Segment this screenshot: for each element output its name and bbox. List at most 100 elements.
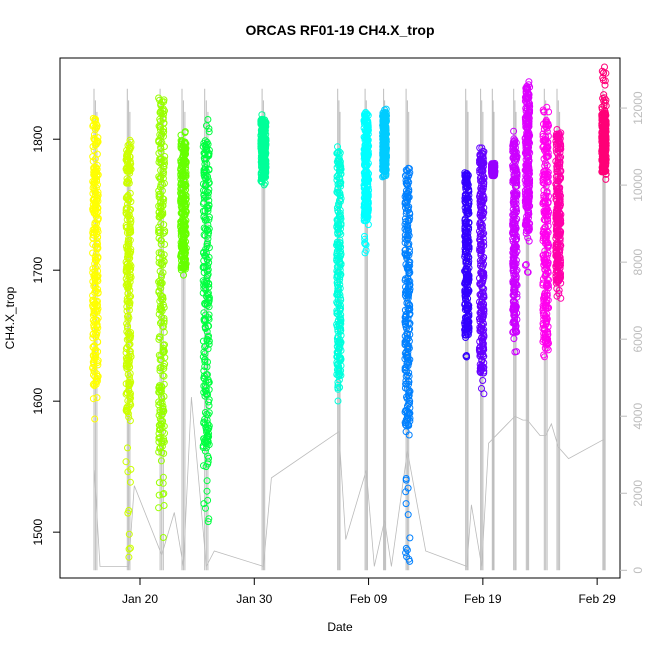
flight-5-point <box>204 116 212 123</box>
flight-1-point <box>94 215 102 223</box>
flight-5-point <box>201 216 209 224</box>
flight-3-point <box>156 444 164 452</box>
flight-8-point <box>363 208 370 216</box>
flight-3-point <box>155 479 163 487</box>
flight-3-point <box>156 434 164 441</box>
flight-1-point <box>93 321 101 328</box>
flight-11-point <box>463 169 471 177</box>
flight-2-point <box>125 314 133 322</box>
flight-7-point <box>333 176 341 184</box>
flight-6-series <box>257 111 270 189</box>
flight-2-point <box>127 465 135 473</box>
flight-11-point <box>465 188 473 195</box>
flight-10-point <box>406 281 414 289</box>
flight-2-point <box>125 413 133 421</box>
flight-8-point <box>361 169 369 177</box>
flight-10-point <box>405 268 413 276</box>
flight-4-point <box>180 146 188 154</box>
flight-7-point <box>335 244 342 252</box>
flight-1-point <box>89 229 97 237</box>
flight-3-point <box>156 334 164 342</box>
flight-5-point <box>205 152 213 160</box>
flight-12-point <box>478 144 486 152</box>
flight-5-point <box>202 175 210 183</box>
flight-10-point <box>402 500 410 508</box>
flight-11-point <box>463 183 471 191</box>
flight-8-series <box>360 108 373 257</box>
flight-5-point <box>201 387 209 395</box>
flight-3-point <box>155 401 163 409</box>
flight-3-point <box>159 534 167 541</box>
flight-10-point <box>401 366 409 374</box>
flight-2-point <box>125 507 133 514</box>
flight-1-point <box>93 394 101 402</box>
flight-7-point <box>333 188 341 196</box>
flight-5-point <box>204 333 212 341</box>
flight-4-point <box>182 195 190 203</box>
flight-1-point <box>91 276 99 284</box>
flight-10-point <box>403 385 411 393</box>
flight-8-point <box>362 150 370 158</box>
flight-10-point <box>406 285 414 293</box>
flight-3-point <box>156 387 164 395</box>
flight-3-point <box>157 352 165 360</box>
flight-4-point <box>182 200 190 208</box>
flight-5-point <box>203 226 211 234</box>
y2-tick-label: 10000 <box>631 168 645 202</box>
flight-6-point <box>258 140 265 148</box>
flight-8-point <box>362 126 370 133</box>
flight-5-point <box>204 391 212 398</box>
flight-6-point <box>261 145 269 153</box>
flight-4-series <box>177 128 190 279</box>
x-tick-label: Jan 20 <box>122 592 158 606</box>
flight-3-point <box>160 168 168 176</box>
y-tick-label: 1800 <box>31 126 45 153</box>
flight-2-point <box>124 444 131 452</box>
flight-2-point <box>125 162 133 170</box>
flight-2-point <box>126 400 134 408</box>
flight-3-point <box>156 229 164 237</box>
flight-4-point <box>181 211 189 219</box>
flight-10-point <box>402 177 410 184</box>
flight-3-point <box>156 408 164 416</box>
flight-1-point <box>91 352 99 360</box>
flight-5-point <box>205 409 213 417</box>
flight-3-point <box>160 157 168 165</box>
flight-6-point <box>259 123 267 131</box>
flight-10-point <box>404 511 412 519</box>
flight-5-point <box>205 128 213 136</box>
flight-2-point <box>122 406 130 414</box>
flight-1-point <box>92 184 100 192</box>
flight-10-point <box>404 421 412 428</box>
flight-2-point <box>124 157 132 165</box>
flight-11-point <box>465 247 472 255</box>
flight-3-point <box>157 109 165 117</box>
flight-10-point <box>402 317 410 325</box>
flight-10-series <box>401 164 414 565</box>
flight-3-point <box>157 107 165 115</box>
flight-5-point <box>205 125 213 133</box>
flight-3-point <box>160 372 168 380</box>
flight-1-point <box>89 330 97 338</box>
flight-2-point <box>125 196 133 204</box>
flight-2-point <box>126 544 134 552</box>
flight-3-point <box>160 119 168 127</box>
flight-2-point <box>125 179 133 187</box>
flight-4-point <box>180 212 188 220</box>
flight-6-point <box>258 175 265 183</box>
flight-3-point <box>159 129 167 136</box>
flight-2-point <box>126 206 134 214</box>
flight-1-point <box>93 165 101 173</box>
flight-11-point <box>461 288 469 296</box>
flight-5-point <box>205 454 213 462</box>
flight-5-point <box>200 166 208 174</box>
flight-3-point <box>159 115 167 123</box>
flight-7-point <box>335 268 343 276</box>
flight-8-point <box>361 189 369 197</box>
flight-5-point <box>200 348 208 356</box>
flight-3-point <box>155 287 163 295</box>
flight-5-point <box>199 264 207 272</box>
flight-11-point <box>464 265 471 273</box>
flight-1-point <box>90 180 98 188</box>
flight-11-point <box>461 238 469 245</box>
